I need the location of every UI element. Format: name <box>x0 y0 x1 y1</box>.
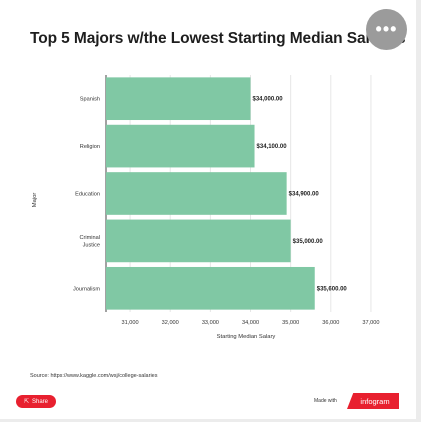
bar <box>106 266 315 310</box>
bar <box>106 219 291 263</box>
data-label: $34,000.00 <box>253 97 284 103</box>
data-label: $34,100.00 <box>257 144 288 150</box>
made-with-label: Made with <box>314 398 337 404</box>
chart-title: Top 5 Majors w/the Lowest Starting Media… <box>30 30 406 47</box>
x-tick-label: 33,000 <box>202 320 219 326</box>
share-label: Share <box>32 398 49 405</box>
x-tick-label: 37,000 <box>362 320 379 326</box>
x-axis-title: Starting Median Salary <box>217 334 276 340</box>
page-edge-strip <box>416 0 421 422</box>
data-label: $34,900.00 <box>289 192 320 198</box>
x-tick-label: 32,000 <box>162 320 179 326</box>
category-label: Education <box>75 192 100 198</box>
x-tick-label: 34,000 <box>242 320 259 326</box>
bar <box>106 172 287 215</box>
data-label: $35,600.00 <box>317 286 348 292</box>
category-label: Justice <box>83 243 100 249</box>
category-label: Spanish <box>80 97 100 103</box>
data-label: $35,000.00 <box>293 239 324 245</box>
bar <box>106 124 255 168</box>
category-label: Journalism <box>73 286 100 292</box>
x-tick-label: 35,000 <box>282 320 299 326</box>
x-tick-label: 31,000 <box>122 320 139 326</box>
category-label: Religion <box>80 144 100 150</box>
page-bottom-strip <box>0 419 421 422</box>
share-button[interactable]: ⇱ Share <box>16 395 56 408</box>
x-tick-label: 36,000 <box>322 320 339 326</box>
bar <box>106 77 251 121</box>
y-axis-title: Major <box>32 193 38 208</box>
source-note: Source: https://www.kaggle.com/wsj/colle… <box>30 373 158 379</box>
more-options-button[interactable]: ••• <box>366 9 407 50</box>
infogram-logo[interactable]: infogram <box>347 393 399 409</box>
share-icon: ⇱ <box>23 398 29 405</box>
category-label: Criminal <box>79 235 100 241</box>
